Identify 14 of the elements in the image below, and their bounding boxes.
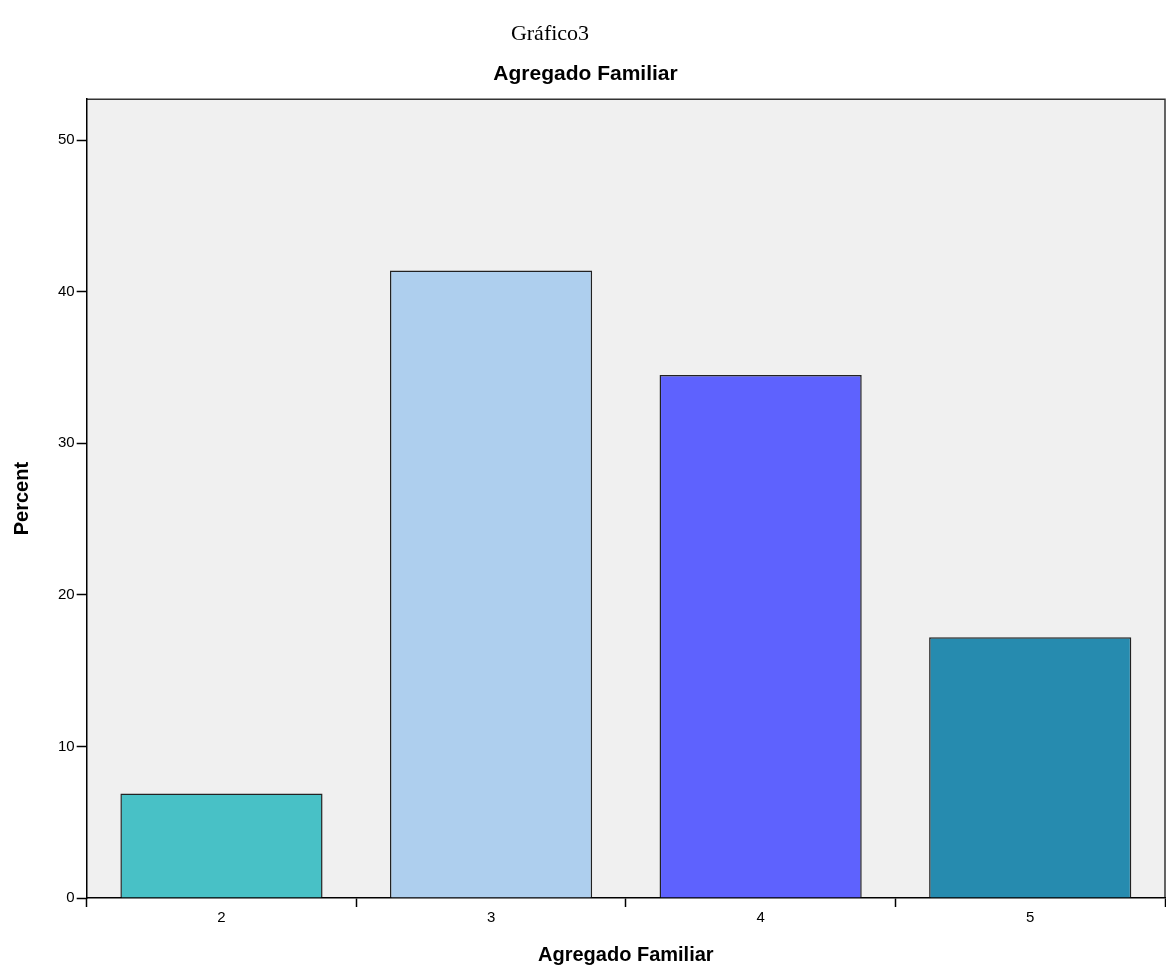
chart-title: Agregado Familiar (493, 61, 678, 85)
text: Gráfico3 (509, 20, 591, 46)
y-axis-title: Percent (9, 461, 32, 536)
y-tick-label: 20 (58, 584, 75, 602)
x-tick-label: 3 (486, 908, 496, 926)
x-tick-label: 5 (1026, 908, 1035, 926)
y-tick-label: 0 (66, 888, 75, 906)
y-tick-label: 40 (58, 281, 75, 299)
y-tick-label: 50 (58, 130, 75, 148)
x-tick-label: 4 (756, 908, 765, 926)
x-axis-title: Agregado Familiar (538, 942, 714, 965)
x-tick-label: 2 (217, 908, 226, 926)
y-tick-label: 10 (58, 736, 75, 754)
y-tick-label: 30 (58, 433, 75, 451)
